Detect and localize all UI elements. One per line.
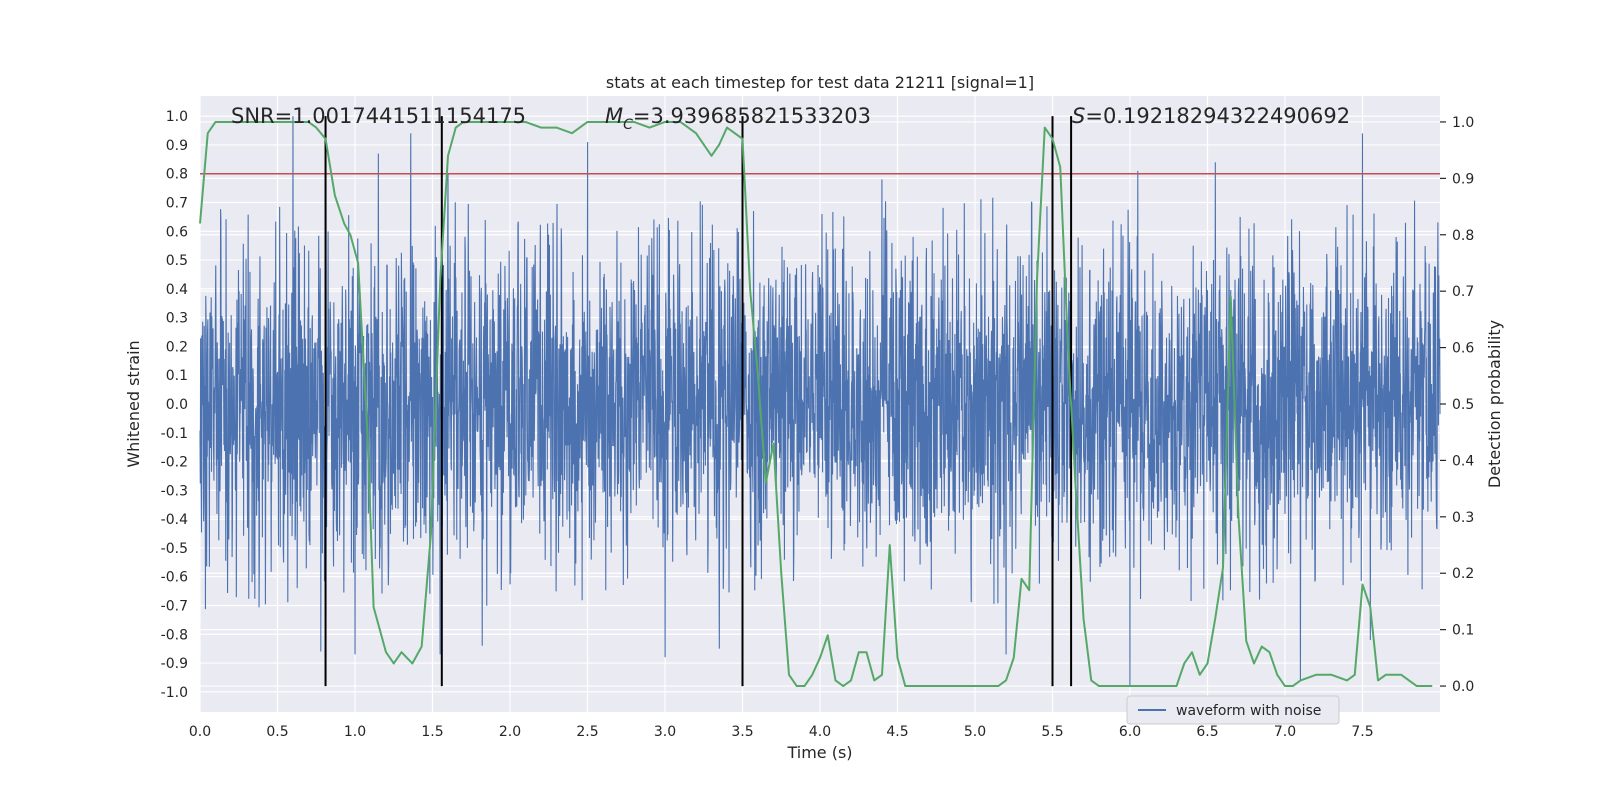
y-tick-label-1: 0.9 [166, 138, 188, 154]
legend-box [1126, 695, 1340, 725]
y2-tick-label-0: 1.0 [1452, 115, 1474, 131]
x-tick-label-8: 4.0 [809, 724, 831, 740]
spin-value: =0.19218294322490692 [1085, 104, 1350, 128]
waveform-series [199, 116, 1441, 687]
legend-label-waveform: waveform with noise [1176, 703, 1321, 719]
spin-symbol: S [1072, 104, 1085, 128]
y-tick-label-0: 1.0 [166, 109, 188, 125]
y-tick-label-5: 0.5 [166, 253, 188, 269]
y2-tick-label-3: 0.7 [1452, 284, 1474, 300]
chirp-mass-subscript: C [623, 117, 633, 133]
x-tick-label-3: 1.5 [421, 724, 443, 740]
y2-tick-label-6: 0.4 [1452, 453, 1474, 469]
probability-series [199, 120, 1433, 688]
x-tick-label-13: 6.5 [1196, 724, 1218, 740]
x-tick-label-12: 6.0 [1119, 724, 1141, 740]
y-tick-label-17: -0.7 [161, 598, 188, 614]
legend: waveform with noise [1126, 695, 1340, 725]
y-tick-label-6: 0.4 [166, 282, 188, 298]
y-tick-label-7: 0.3 [166, 311, 188, 327]
y-tick-label-11: -0.1 [161, 426, 188, 442]
y2-tick-label-7: 0.3 [1452, 510, 1474, 526]
y-tick-label-16: -0.6 [161, 570, 188, 586]
snr-annotation: SNR=1.0017441511154175 [231, 104, 526, 128]
probability-line [199, 120, 1433, 688]
y2-axis-title: Detection probability [1485, 320, 1504, 488]
y2-tick-label-8: 0.2 [1452, 566, 1474, 582]
y-tick-label-4: 0.6 [166, 224, 188, 240]
chirp-mass-annotation: MC=3.939685821533203 [605, 104, 871, 133]
y-tick-label-20: -1.0 [161, 685, 188, 701]
chart-title: stats at each timestep for test data 212… [606, 73, 1034, 92]
y-tick-label-18: -0.8 [161, 627, 188, 643]
y2-tick-label-4: 0.6 [1452, 341, 1474, 357]
y-tick-label-12: -0.2 [161, 455, 188, 471]
x-tick-label-6: 3.0 [654, 724, 676, 740]
x-tick-label-7: 3.5 [731, 724, 753, 740]
y2-tick-label-1: 0.9 [1452, 171, 1474, 187]
y2-axis-ticks: 1.0 0.9 0.8 0.7 0.6 0.5 0.4 0.3 0.2 0.1 0.0 [1440, 115, 1474, 695]
x-tick-label-2: 1.0 [344, 724, 366, 740]
x-tick-label-5: 2.5 [576, 724, 598, 740]
x-tick-label-10: 5.0 [964, 724, 986, 740]
x-tick-label-1: 0.5 [266, 724, 288, 740]
y-tick-label-13: -0.3 [161, 483, 188, 499]
y-axis-title: Whitened strain [124, 340, 143, 467]
x-tick-label-15: 7.5 [1351, 724, 1373, 740]
y2-tick-label-5: 0.5 [1452, 397, 1474, 413]
x-axis-title: Time (s) [786, 743, 852, 762]
y-tick-label-14: -0.4 [161, 512, 188, 528]
x-tick-label-9: 4.5 [886, 724, 908, 740]
y2-tick-label-2: 0.8 [1452, 228, 1474, 244]
x-tick-label-0: 0.0 [189, 724, 211, 740]
chirp-mass-symbol: M [605, 104, 623, 128]
y-tick-label-9: 0.1 [166, 368, 188, 384]
y-tick-label-8: 0.2 [166, 339, 188, 355]
x-tick-label-4: 2.0 [499, 724, 521, 740]
y-axis-ticks: 1.0 0.9 0.8 0.7 0.6 0.5 0.4 0.3 0.2 0.1 0.0 -0.1 -0.… [161, 109, 188, 701]
x-tick-label-11: 5.5 [1041, 724, 1063, 740]
y-tick-label-3: 0.7 [166, 196, 188, 212]
chirp-mass-value: =3.939685821533203 [633, 104, 871, 128]
x-tick-label-14: 7.0 [1274, 724, 1296, 740]
y-tick-label-2: 0.8 [166, 167, 188, 183]
waveform-line [199, 116, 1441, 687]
y-tick-label-10: 0.0 [166, 397, 188, 413]
y2-tick-label-10: 0.0 [1452, 679, 1474, 695]
y2-tick-label-9: 0.1 [1452, 623, 1474, 639]
y-tick-label-19: -0.9 [161, 656, 188, 672]
spin-annotation: S=0.19218294322490692 [1072, 104, 1350, 128]
y-tick-label-15: -0.5 [161, 541, 188, 557]
x-axis-ticks: 0.0 0.5 1.0 1.5 2.0 2.5 3.0 3.5 4.0 4.5 5.0 5.5 6.0 6… [189, 724, 1374, 740]
